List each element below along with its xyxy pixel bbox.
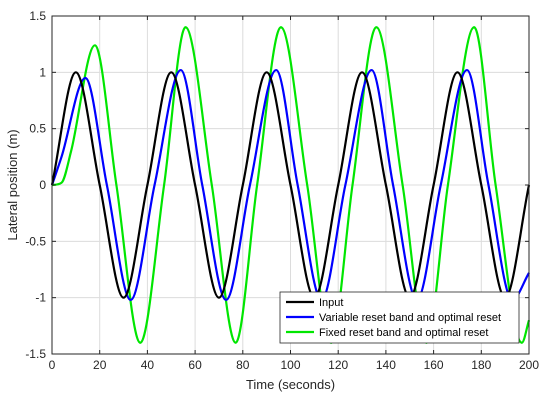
y-tick-label: -1 [35,291,46,305]
legend-label-fixed-reset: Fixed reset band and optimal reset [319,327,488,339]
legend-label-input: Input [319,297,343,309]
legend-box [279,291,520,344]
y-tick-label: -1.5 [25,347,46,361]
legend-label-variable-reset: Variable reset band and optimal reset [319,312,501,324]
y-axis-title: Lateral position (m) [5,129,20,240]
series-lines [50,26,531,344]
series-line-fixed-reset [51,26,531,344]
x-tick-label: 200 [519,358,539,372]
x-tick-label: 20 [93,358,107,372]
x-tick-label: 0 [49,358,56,372]
legend: Input Variable reset band and optimal re… [279,291,520,344]
series-line-input [50,71,531,299]
y-tick-label: 0.5 [29,122,46,136]
x-tick-label: 120 [328,358,348,372]
x-axis-title: Time (seconds) [246,377,335,392]
x-tick-label: 100 [280,358,300,372]
x-tick-label: 140 [376,358,396,372]
y-tick-label: 0 [39,178,46,192]
x-tick-label: 180 [471,358,491,372]
y-tick-label: 1 [39,65,46,79]
x-tick-label: 40 [141,358,155,372]
y-tick-label: -0.5 [25,234,46,248]
x-tick-label: 80 [236,358,250,372]
axis-ticks: 0 20 40 60 80 100 120 140 160 180 200 1.5 1 0.5 0 -0.5 -… [25,9,539,372]
y-tick-label: 1.5 [29,9,46,23]
x-tick-label: 60 [188,358,202,372]
series-line-variable-reset [50,68,530,302]
x-tick-label: 160 [424,358,444,372]
